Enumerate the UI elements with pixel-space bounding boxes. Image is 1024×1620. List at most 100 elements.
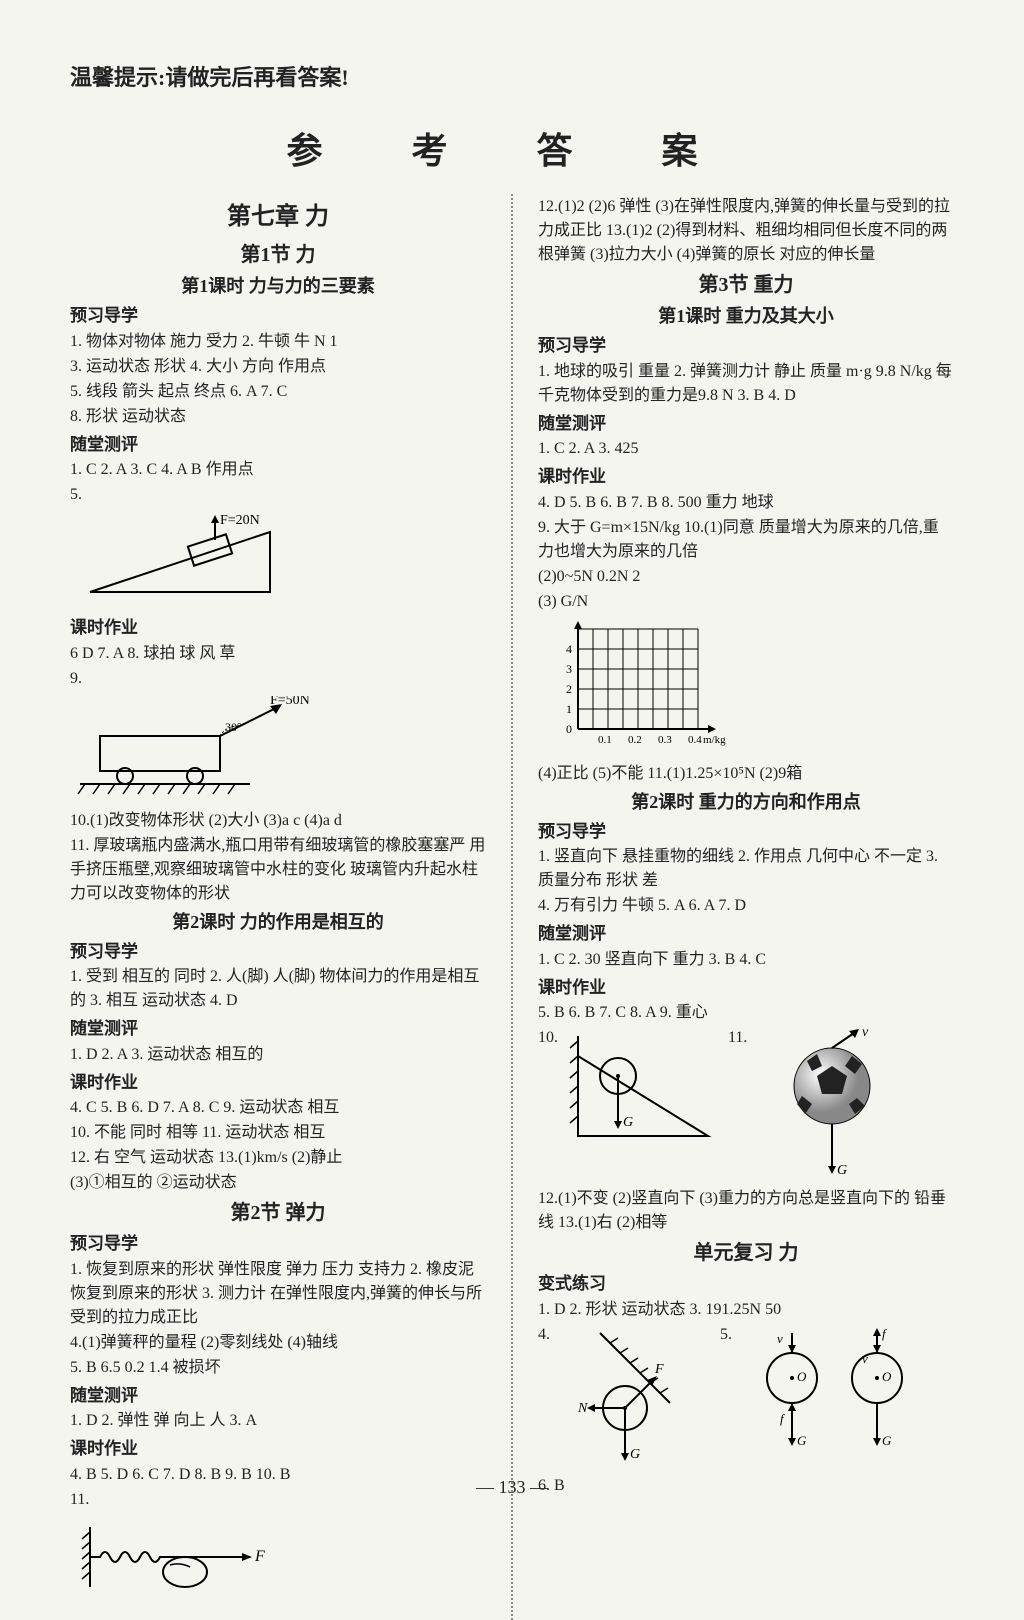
answer-line: 12.(1)2 (2)6 弹性 (3)在弹性限度内,弹簧的伸长量与受到的拉力成正… bbox=[538, 195, 954, 267]
v-label: v bbox=[777, 1331, 783, 1346]
y-label: 1 bbox=[566, 702, 572, 716]
cart-force-diagram: 30° F=50N bbox=[70, 696, 486, 804]
answer-line: 12. 右 空气 运动状态 13.(1)km/s (2)静止 bbox=[70, 1146, 486, 1170]
fng-diagram: F N G bbox=[560, 1323, 710, 1473]
answer-line: 10.(1)改变物体形状 (2)大小 (3)a c (4)a d bbox=[70, 809, 486, 833]
class-heading: 随堂测评 bbox=[70, 1016, 486, 1042]
answer-line: 1. D 2. 形状 运动状态 3. 191.25N 50 bbox=[538, 1298, 954, 1322]
preview-heading: 预习导学 bbox=[70, 939, 486, 965]
f-label: f bbox=[780, 1411, 786, 1426]
answer-line: 11. 厚玻璃瓶内盛满水,瓶口用带有细玻璃管的橡胶塞塞严 用手挤压瓶壁,观察细玻… bbox=[70, 834, 486, 906]
y-label: 4 bbox=[566, 642, 572, 656]
homework-heading: 课时作业 bbox=[538, 464, 954, 490]
page-number: — 133 — bbox=[0, 1477, 1024, 1498]
homework-heading: 课时作业 bbox=[538, 975, 954, 1001]
diagram-row: 4. F N G 5. bbox=[538, 1323, 954, 1473]
g-label: G bbox=[630, 1447, 640, 1462]
chapter-title: 第七章 力 bbox=[70, 199, 486, 235]
o-label: O bbox=[882, 1369, 892, 1384]
answer-line: 10. 不能 同时 相等 11. 运动状态 相互 bbox=[70, 1121, 486, 1145]
v-label: v bbox=[862, 1351, 868, 1366]
f-label: F bbox=[654, 1362, 664, 1377]
section-title: 第1节 力 bbox=[70, 240, 486, 270]
answer-line: (3) G/N bbox=[538, 590, 954, 614]
soccer-ball-diagram: v G bbox=[757, 1026, 907, 1186]
diagram-row: 10. G 11. bbox=[538, 1026, 954, 1186]
v-label: v bbox=[862, 1026, 869, 1040]
homework-heading: 课时作业 bbox=[70, 1436, 486, 1462]
class-heading: 随堂测评 bbox=[538, 411, 954, 437]
lesson-title: 第1课时 重力及其大小 bbox=[538, 303, 954, 330]
answer-line: 3. 运动状态 形状 4. 大小 方向 作用点 bbox=[70, 355, 486, 379]
answer-line: 9. bbox=[70, 667, 486, 691]
label-11: 11. bbox=[728, 1026, 747, 1186]
section-title: 第3节 重力 bbox=[538, 270, 954, 300]
angle-label: 30° bbox=[225, 720, 242, 734]
reminder-text: 温馨提示:请做完后再看答案! bbox=[70, 60, 954, 92]
main-title: 参 考 答 案 bbox=[70, 122, 954, 174]
answer-line: 1. C 2. A 3. C 4. A B 作用点 bbox=[70, 458, 486, 482]
g-label: G bbox=[797, 1433, 807, 1448]
answer-line: (3)①相互的 ②运动状态 bbox=[70, 1171, 486, 1195]
class-heading: 随堂测评 bbox=[70, 1383, 486, 1409]
answer-line: 8. 形状 运动状态 bbox=[70, 405, 486, 429]
label-10: 10. bbox=[538, 1026, 558, 1186]
g-label: G bbox=[837, 1163, 847, 1178]
answer-line: 6 D 7. A 8. 球拍 球 风 草 bbox=[70, 642, 486, 666]
o-label: O bbox=[797, 1369, 807, 1384]
x-label: 0.4 bbox=[688, 734, 702, 746]
incline-gravity-diagram: G bbox=[568, 1026, 718, 1156]
force-label: F=50N bbox=[270, 696, 310, 708]
class-heading: 随堂测评 bbox=[70, 432, 486, 458]
lesson-title: 第1课时 力与力的三要素 bbox=[70, 273, 486, 300]
homework-heading: 课时作业 bbox=[70, 615, 486, 641]
lesson-title: 第2课时 力的作用是相互的 bbox=[70, 909, 486, 936]
n-label: N bbox=[577, 1401, 588, 1416]
g-label: G bbox=[623, 1115, 633, 1130]
answer-line: 5. 线段 箭头 起点 终点 6. A 7. C bbox=[70, 380, 486, 404]
preview-heading: 预习导学 bbox=[538, 819, 954, 845]
grid-chart: 4 3 2 1 0 0.1 0.2 0.3 0.4 m/kg bbox=[538, 619, 954, 757]
f-label: f bbox=[882, 1326, 888, 1341]
answer-line: 4.(1)弹簧秤的量程 (2)零刻线处 (4)轴线 bbox=[70, 1331, 486, 1355]
x-label: 0.2 bbox=[628, 734, 642, 746]
force-label: F bbox=[254, 1548, 265, 1565]
answer-line: 1. D 2. A 3. 运动状态 相互的 bbox=[70, 1043, 486, 1067]
lesson-title: 第2课时 重力的方向和作用点 bbox=[538, 789, 954, 816]
answer-line: 5. bbox=[70, 483, 486, 507]
y-label: 3 bbox=[566, 662, 572, 676]
spring-diagram: F bbox=[70, 1517, 486, 1615]
y-label: 2 bbox=[566, 682, 572, 696]
answer-line: 5. B 6. B 7. C 8. A 9. 重心 bbox=[538, 1001, 954, 1025]
y-label: 0 bbox=[566, 722, 572, 736]
g-label: G bbox=[882, 1433, 892, 1448]
unit-title: 单元复习 力 bbox=[538, 1238, 954, 1268]
column-divider bbox=[511, 194, 513, 1620]
answer-line: 4. C 5. B 6. D 7. A 8. C 9. 运动状态 相互 bbox=[70, 1096, 486, 1120]
label-5: 5. bbox=[720, 1323, 732, 1347]
answer-line: 9. 大于 G=m×15N/kg 10.(1)同意 质量增大为原来的几倍,重力也… bbox=[538, 516, 954, 564]
preview-heading: 预习导学 bbox=[70, 1231, 486, 1257]
answer-line: 1. 物体对物体 施力 受力 2. 牛顿 牛 N 1 bbox=[70, 330, 486, 354]
answer-line: (2)0~5N 0.2N 2 bbox=[538, 565, 954, 589]
preview-heading: 预习导学 bbox=[538, 333, 954, 359]
answer-line: 1. 恢复到原来的形状 弹性限度 弹力 压力 支持力 2. 橡皮泥 恢复到原来的… bbox=[70, 1258, 486, 1330]
answer-line: 1. D 2. 弹性 弹 向上 人 3. A bbox=[70, 1409, 486, 1433]
force-label: F=20N bbox=[220, 513, 260, 528]
x-label: 0.1 bbox=[598, 734, 612, 746]
answer-line: 4. 万有引力 牛顿 5. A 6. A 7. D bbox=[538, 894, 954, 918]
variant-heading: 变式练习 bbox=[538, 1271, 954, 1297]
two-circles-diagram: O v f G O f v G bbox=[742, 1323, 922, 1463]
left-column: 第七章 力 第1节 力 第1课时 力与力的三要素 预习导学 1. 物体对物体 施… bbox=[70, 194, 486, 1620]
preview-heading: 预习导学 bbox=[70, 303, 486, 329]
x-axis-label: m/kg bbox=[703, 734, 726, 746]
answer-line: (4)正比 (5)不能 11.(1)1.25×10⁵N (2)9箱 bbox=[538, 762, 954, 786]
right-column: 12.(1)2 (2)6 弹性 (3)在弹性限度内,弹簧的伸长量与受到的拉力成正… bbox=[538, 194, 954, 1620]
incline-diagram: F=20N bbox=[70, 512, 486, 610]
answer-line: 1. C 2. A 3. 425 bbox=[538, 437, 954, 461]
x-label: 0.3 bbox=[658, 734, 672, 746]
answer-line: 1. 受到 相互的 同时 2. 人(脚) 人(脚) 物体间力的作用是相互的 3.… bbox=[70, 965, 486, 1013]
answer-line: 4. D 5. B 6. B 7. B 8. 500 重力 地球 bbox=[538, 491, 954, 515]
answer-line: 1. C 2. 30 竖直向下 重力 3. B 4. C bbox=[538, 948, 954, 972]
homework-heading: 课时作业 bbox=[70, 1070, 486, 1096]
